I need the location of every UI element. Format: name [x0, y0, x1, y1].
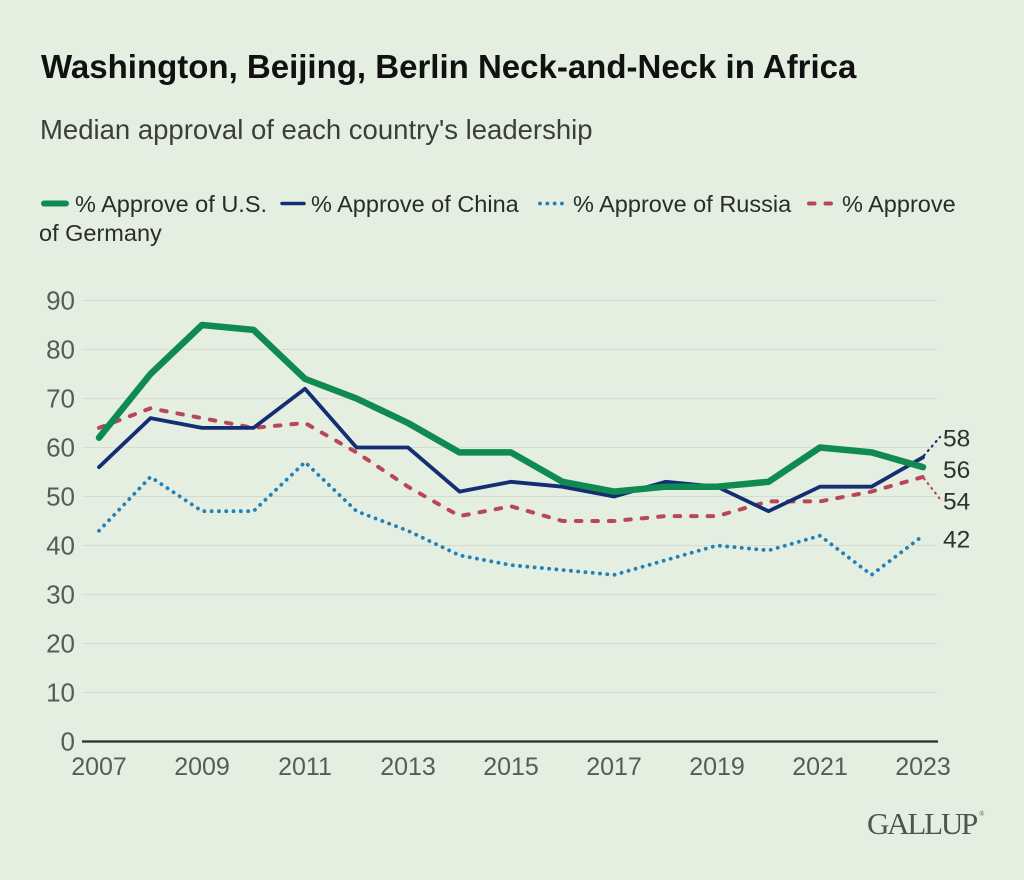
svg-text:2013: 2013 [380, 753, 436, 781]
svg-text:70: 70 [46, 384, 75, 414]
svg-text:2023: 2023 [895, 753, 951, 781]
svg-text:2011: 2011 [278, 753, 332, 781]
svg-text:42: 42 [943, 527, 970, 554]
svg-text:50: 50 [46, 482, 75, 512]
svg-text:0: 0 [61, 727, 75, 757]
svg-text:10: 10 [46, 678, 75, 708]
svg-text:2019: 2019 [689, 753, 745, 781]
svg-text:54: 54 [943, 489, 970, 516]
svg-text:90: 90 [46, 286, 75, 316]
svg-text:40: 40 [46, 531, 75, 561]
svg-text:2007: 2007 [71, 753, 127, 781]
svg-text:2021: 2021 [792, 753, 848, 781]
svg-text:56: 56 [943, 457, 970, 484]
svg-text:58: 58 [943, 426, 970, 453]
svg-text:2015: 2015 [483, 753, 539, 781]
svg-text:80: 80 [46, 335, 75, 365]
svg-text:60: 60 [46, 433, 75, 463]
svg-text:2017: 2017 [586, 753, 642, 781]
svg-text:2009: 2009 [174, 753, 230, 781]
svg-text:20: 20 [46, 629, 75, 659]
svg-text:30: 30 [46, 580, 75, 610]
